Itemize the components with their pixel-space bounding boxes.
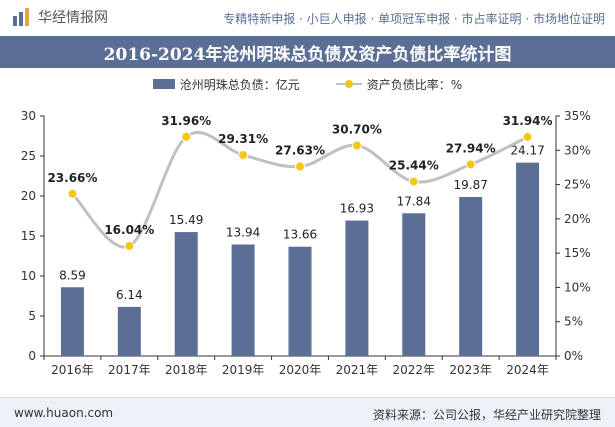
bar-value-label: 6.14 bbox=[116, 288, 143, 302]
ratio-point-6 bbox=[351, 140, 362, 151]
bar-1 bbox=[60, 287, 84, 356]
y-right-tick-label: 35% bbox=[564, 109, 591, 123]
x-tick-label: 2016年 bbox=[51, 363, 94, 377]
legend-item-debt: 沧州明珠总负债：亿元 bbox=[152, 76, 300, 93]
bar-value-label: 24.17 bbox=[510, 144, 544, 158]
legend-bar-swatch bbox=[152, 79, 175, 89]
bar-value-label: 16.93 bbox=[340, 202, 374, 216]
chart-legend: 沧州明珠总负债：亿元 资产负债比率：% bbox=[0, 74, 615, 94]
bar-value-label: 8.59 bbox=[59, 268, 86, 282]
y-left-tick-label: 20 bbox=[21, 189, 36, 203]
legend-label-debt: 沧州明珠总负债：亿元 bbox=[179, 77, 300, 92]
ratio-point-4 bbox=[238, 150, 249, 161]
bar-5 bbox=[288, 246, 312, 356]
y-right-tick-label: 30% bbox=[564, 143, 591, 157]
y-right-tick-label: 25% bbox=[564, 178, 591, 192]
bar-value-label: 17.84 bbox=[397, 194, 431, 208]
y-left-tick-label: 30 bbox=[21, 109, 36, 123]
footer-website: www.huaon.com bbox=[14, 406, 114, 420]
ratio-value-label: 27.63% bbox=[275, 144, 325, 158]
bar-value-label: 19.87 bbox=[453, 178, 487, 192]
ratio-point-7 bbox=[408, 176, 419, 187]
y-left-tick-label: 15 bbox=[21, 229, 36, 243]
chart-area: 0 5 10 15 20 25 30 0% 5% 10% 15% 20% 25% 30% 35% 8.59 6.… bbox=[21, 109, 591, 377]
legend-label-ratio: 资产负债比率：% bbox=[366, 77, 463, 92]
x-tick-label: 2024年 bbox=[506, 363, 549, 377]
ratio-value-label: 23.66% bbox=[47, 171, 97, 185]
title-band: 2016-2024年沧州明珠总负债及资产负债比率统计图 bbox=[0, 36, 615, 68]
y-left-tick-label: 5 bbox=[28, 309, 36, 323]
ratio-point-8 bbox=[465, 159, 476, 170]
x-tick-label: 2023年 bbox=[449, 363, 492, 377]
x-tick-label: 2017年 bbox=[108, 363, 151, 377]
bar-8 bbox=[459, 197, 483, 356]
logo-text: 华经情报网 bbox=[38, 10, 108, 26]
ratio-value-label: 31.96% bbox=[161, 114, 211, 128]
bar-9 bbox=[516, 162, 540, 356]
bar-6 bbox=[345, 220, 369, 356]
x-tick-label: 2022年 bbox=[393, 363, 436, 377]
top-bar: 华经情报网 专精特新申报 · 小巨人申报 · 单项冠军申报 · 市占率证明 · … bbox=[0, 0, 615, 36]
chart-title: 2016-2024年沧州明珠总负债及资产负债比率统计图 bbox=[103, 44, 512, 65]
footer: www.huaon.com 资料来源：公司公报，华经产业研究院整理 bbox=[0, 397, 615, 427]
ratio-value-label: 31.94% bbox=[503, 114, 553, 128]
ratio-point-1 bbox=[67, 188, 78, 199]
bar-value-label: 15.49 bbox=[169, 213, 203, 227]
ratio-value-label: 30.70% bbox=[332, 122, 382, 136]
y-right-tick-label: 5% bbox=[564, 315, 583, 329]
footer-source: 资料来源：公司公报，华经产业研究院整理 bbox=[372, 408, 601, 422]
ratio-point-2 bbox=[124, 241, 135, 252]
bar-value-label: 13.94 bbox=[226, 225, 260, 239]
bar-3 bbox=[174, 232, 198, 356]
x-tick-label: 2021年 bbox=[336, 363, 379, 377]
header-tagline: 专精特新申报 · 小巨人申报 · 单项冠军申报 · 市占率证明 · 市场地位证明 bbox=[223, 12, 605, 26]
bar-2 bbox=[117, 306, 141, 356]
ratio-point-9 bbox=[522, 131, 533, 142]
y-right-tick-label: 20% bbox=[564, 212, 591, 226]
logo: 华经情报网 bbox=[12, 7, 108, 27]
ratio-point-3 bbox=[181, 131, 192, 142]
bar-7 bbox=[402, 213, 426, 356]
bar-4 bbox=[231, 244, 255, 356]
ratio-value-label: 29.31% bbox=[218, 132, 268, 146]
legend-item-ratio: 资产负债比率：% bbox=[335, 76, 463, 93]
y-left-tick-label: 25 bbox=[21, 149, 36, 163]
ratio-point-5 bbox=[295, 161, 305, 172]
y-right-tick-label: 10% bbox=[564, 280, 591, 294]
ratio-value-label: 27.94% bbox=[446, 141, 496, 155]
ratio-value-label: 25.44% bbox=[389, 159, 439, 173]
y-right-tick-label: 0% bbox=[564, 349, 583, 363]
y-left-tick-label: 10 bbox=[21, 269, 36, 283]
x-tick-label: 2020年 bbox=[279, 363, 322, 377]
y-right-tick-label: 15% bbox=[564, 246, 591, 260]
ratio-value-label: 16.04% bbox=[104, 223, 154, 237]
ratio-line bbox=[71, 130, 529, 249]
huajing-logo-icon bbox=[13, 8, 29, 26]
x-tick-label: 2018年 bbox=[165, 363, 208, 377]
y-left-tick-label: 0 bbox=[28, 349, 36, 363]
bar-value-label: 13.66 bbox=[283, 228, 317, 242]
legend-line-swatch bbox=[335, 78, 362, 90]
x-tick-label: 2019年 bbox=[222, 363, 265, 377]
